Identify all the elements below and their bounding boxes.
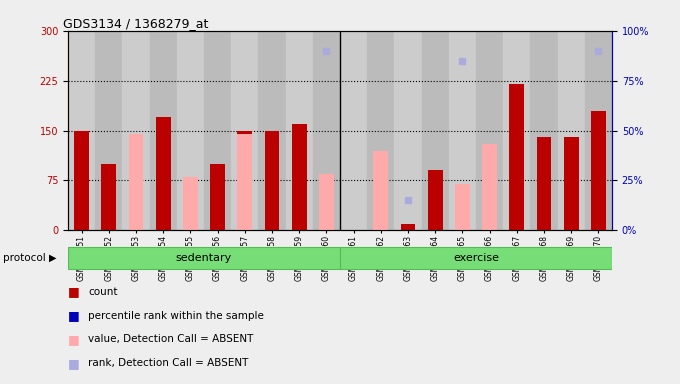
Bar: [367, 31, 394, 230]
Bar: [286, 31, 313, 230]
Bar: [476, 31, 503, 230]
Bar: [122, 31, 150, 230]
Bar: [101, 164, 116, 230]
Bar: [204, 31, 231, 230]
Bar: [210, 164, 225, 230]
Bar: [156, 117, 171, 230]
Bar: [68, 247, 340, 270]
Bar: [68, 31, 95, 230]
Text: GDS3134 / 1368279_at: GDS3134 / 1368279_at: [63, 17, 208, 30]
Text: percentile rank within the sample: percentile rank within the sample: [88, 311, 265, 321]
Text: protocol: protocol: [3, 253, 46, 263]
Bar: [585, 31, 612, 230]
Bar: [258, 31, 286, 230]
Bar: [503, 31, 530, 230]
Bar: [373, 151, 388, 230]
Bar: [340, 31, 367, 230]
Bar: [401, 224, 415, 230]
Bar: [591, 111, 606, 230]
Text: rank, Detection Call = ABSENT: rank, Detection Call = ABSENT: [88, 358, 249, 368]
Bar: [449, 31, 476, 230]
Text: sedentary: sedentary: [176, 253, 232, 263]
Bar: [177, 31, 204, 230]
Bar: [150, 31, 177, 230]
Text: ■: ■: [68, 285, 80, 298]
Bar: [373, 151, 388, 230]
Text: ▶: ▶: [49, 253, 56, 263]
Bar: [237, 134, 252, 230]
Bar: [428, 170, 443, 230]
Bar: [183, 177, 198, 230]
Bar: [422, 31, 449, 230]
Text: ■: ■: [68, 357, 80, 370]
Bar: [74, 131, 89, 230]
Bar: [537, 137, 551, 230]
Bar: [340, 247, 612, 270]
Bar: [530, 31, 558, 230]
Bar: [292, 124, 307, 230]
Bar: [564, 137, 579, 230]
Bar: [394, 31, 422, 230]
Text: count: count: [88, 287, 118, 297]
Bar: [95, 31, 122, 230]
Text: ■: ■: [68, 309, 80, 322]
Bar: [319, 174, 334, 230]
Bar: [129, 134, 143, 230]
Bar: [231, 31, 258, 230]
Text: value, Detection Call = ABSENT: value, Detection Call = ABSENT: [88, 334, 254, 344]
Bar: [482, 144, 497, 230]
Bar: [265, 131, 279, 230]
Text: ■: ■: [68, 333, 80, 346]
Bar: [237, 131, 252, 230]
Bar: [313, 31, 340, 230]
Bar: [558, 31, 585, 230]
Bar: [455, 184, 470, 230]
Text: exercise: exercise: [453, 253, 499, 263]
Bar: [509, 84, 524, 230]
